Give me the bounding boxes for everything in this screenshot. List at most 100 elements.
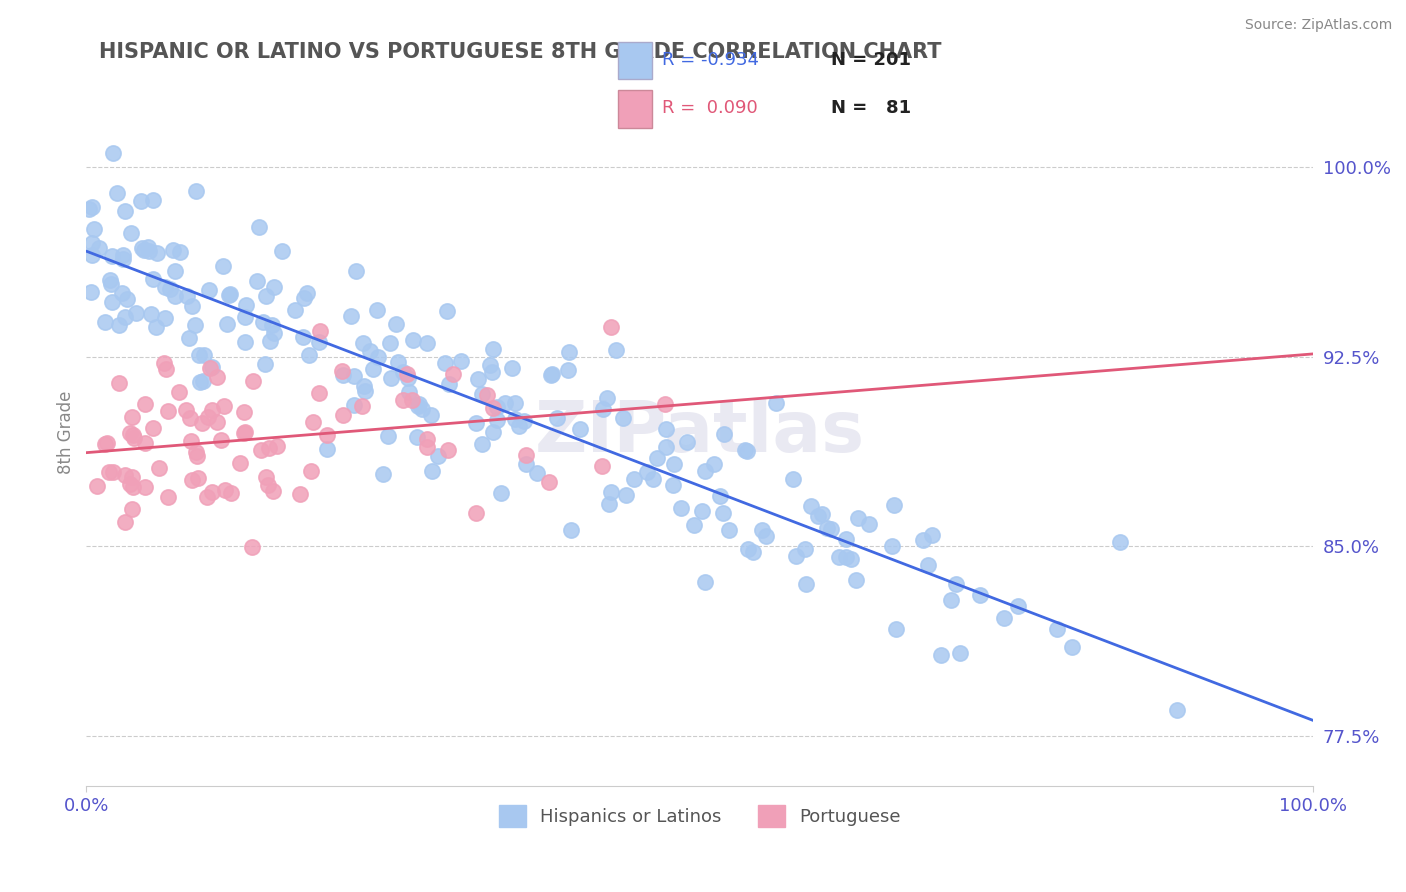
Point: [343, 398, 366, 412]
Point: [718, 524, 741, 538]
Point: [201, 360, 224, 375]
Point: [416, 440, 439, 454]
Point: [100, 277, 122, 291]
Legend: Hispanics or Latinos, Portuguese: Hispanics or Latinos, Portuguese: [492, 797, 908, 834]
Point: [676, 434, 699, 449]
Text: Source: ZipAtlas.com: Source: ZipAtlas.com: [1244, 18, 1392, 32]
Point: [245, 274, 267, 288]
Point: [181, 473, 204, 487]
Point: [921, 528, 943, 542]
Point: [80, 285, 103, 299]
Point: [835, 549, 858, 564]
Point: [396, 367, 419, 381]
Point: [596, 391, 619, 405]
Point: [163, 264, 186, 278]
Point: [142, 272, 165, 286]
Point: [661, 478, 683, 492]
Point: [142, 194, 165, 208]
Point: [139, 307, 162, 321]
Point: [103, 146, 125, 161]
Point: [755, 528, 778, 542]
Point: [96, 435, 118, 450]
Point: [262, 318, 284, 332]
Point: [101, 466, 124, 480]
Point: [478, 358, 501, 372]
Point: [464, 416, 486, 430]
Point: [80, 200, 103, 214]
Point: [367, 350, 389, 364]
Point: [703, 457, 725, 471]
Point: [560, 523, 582, 537]
Point: [122, 480, 145, 494]
Point: [122, 431, 145, 445]
Point: [254, 470, 277, 484]
Point: [793, 541, 815, 556]
Point: [693, 575, 716, 590]
Point: [169, 244, 191, 259]
Point: [117, 292, 139, 306]
Point: [785, 549, 807, 563]
Point: [176, 288, 198, 302]
Point: [250, 443, 273, 458]
Point: [212, 260, 235, 274]
Point: [939, 592, 962, 607]
Point: [662, 457, 685, 471]
Point: [205, 370, 228, 384]
Point: [229, 456, 252, 470]
Point: [316, 427, 339, 442]
Point: [284, 303, 307, 318]
Point: [709, 490, 731, 504]
Point: [361, 362, 384, 376]
Point: [353, 379, 375, 393]
Point: [711, 506, 734, 520]
Point: [643, 472, 665, 486]
Point: [148, 460, 170, 475]
Point: [114, 516, 136, 530]
Point: [233, 425, 256, 440]
Point: [80, 248, 103, 262]
Point: [94, 437, 117, 451]
Point: [436, 303, 458, 318]
Point: [100, 249, 122, 263]
Point: [693, 464, 716, 478]
Point: [419, 409, 441, 423]
Point: [482, 342, 505, 356]
Point: [884, 622, 907, 636]
Point: [233, 405, 256, 419]
Point: [316, 442, 339, 456]
Point: [259, 441, 281, 455]
Point: [416, 432, 439, 446]
Point: [411, 402, 433, 417]
Point: [811, 507, 834, 521]
Point: [201, 402, 224, 417]
Point: [188, 348, 211, 362]
Point: [108, 376, 131, 391]
Point: [136, 240, 159, 254]
Point: [156, 490, 179, 504]
Point: [308, 386, 330, 401]
Point: [153, 311, 176, 326]
Point: [162, 243, 184, 257]
Point: [912, 533, 935, 547]
Point: [83, 221, 105, 235]
Point: [931, 648, 953, 662]
Text: R = -0.934: R = -0.934: [662, 51, 759, 69]
Point: [187, 470, 209, 484]
Point: [396, 371, 419, 385]
Point: [471, 437, 494, 451]
Point: [734, 443, 756, 458]
Point: [420, 464, 443, 478]
Point: [82, 235, 104, 250]
Point: [198, 283, 221, 297]
Point: [807, 508, 830, 523]
Point: [198, 360, 221, 375]
Point: [184, 318, 207, 332]
Point: [378, 335, 401, 350]
Point: [858, 517, 880, 532]
Point: [214, 483, 236, 498]
Point: [352, 335, 374, 350]
Point: [467, 371, 489, 385]
Point: [259, 334, 281, 349]
Point: [262, 484, 284, 499]
Point: [298, 348, 321, 362]
